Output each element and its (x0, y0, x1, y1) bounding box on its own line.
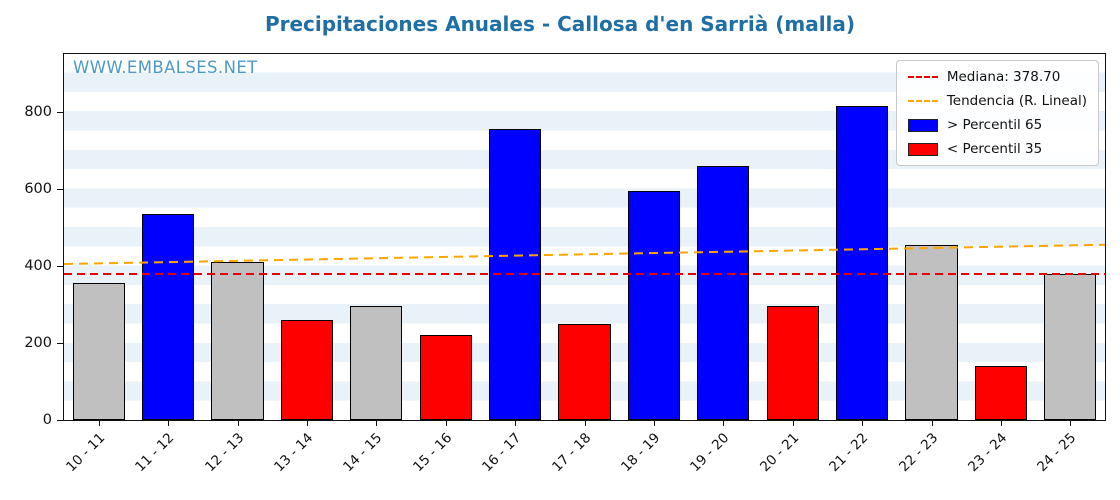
legend-label-above-p65: > Percentil 65 (946, 117, 1043, 133)
legend-item-above-p65: > Percentil 65 (907, 117, 1087, 133)
y-tick-mark (57, 420, 63, 421)
red-patch-swatch (907, 142, 938, 156)
bar-15-16 (419, 335, 472, 420)
y-tick-mark (57, 188, 63, 190)
x-tick-mark (584, 421, 586, 426)
bar-12-13 (211, 262, 264, 420)
x-tick-label: 11 - 12 (132, 430, 178, 476)
legend-label-below-p35: < Percentil 35 (946, 141, 1043, 157)
x-tick-mark (1000, 421, 1002, 426)
x-tick-mark (931, 421, 933, 426)
bar-23-24 (974, 366, 1027, 420)
x-tick-label: 19 - 20 (687, 430, 733, 476)
x-tick-label: 24 - 25 (1034, 430, 1080, 476)
x-tick-mark (306, 421, 308, 426)
bar-19-20 (697, 165, 750, 420)
x-tick-label: 22 - 23 (895, 430, 941, 476)
x-tick-label: 18 - 19 (618, 430, 664, 476)
x-tick-mark (723, 421, 725, 426)
x-tick-mark (376, 421, 378, 426)
bar-20-21 (766, 306, 819, 420)
x-tick-label: 13 - 14 (271, 430, 317, 476)
blue-patch-swatch (907, 118, 938, 132)
legend-item-median: Mediana: 378.70 (907, 69, 1087, 85)
y-tick-mark (57, 342, 63, 344)
bar-11-12 (142, 213, 195, 420)
x-tick-label: 10 - 11 (62, 430, 109, 476)
x-tick-label: 14 - 15 (340, 430, 386, 476)
bar-13-14 (280, 319, 333, 420)
trend-dashed-line-swatch (907, 100, 938, 102)
legend-item-trend: Tendencia (R. Lineal) (907, 93, 1087, 109)
x-tick-mark (515, 421, 517, 426)
y-tick-mark (57, 265, 63, 267)
watermark: WWW.EMBALSES.NET (73, 58, 258, 77)
bar-18-19 (627, 190, 680, 420)
x-tick-label: 21 - 22 (826, 430, 872, 476)
plot-area: WWW.EMBALSES.NET Mediana: 378.70 Tendenc… (63, 53, 1106, 421)
chart-title: Precipitaciones Anuales - Callosa d'en S… (264, 12, 856, 36)
x-tick-label: 23 - 24 (965, 430, 1011, 476)
x-tick-label: 15 - 16 (409, 430, 456, 476)
x-tick-mark (98, 421, 100, 426)
bar-24-25 (1044, 273, 1097, 420)
bar-21-22 (836, 106, 889, 420)
median-line (64, 273, 1105, 276)
x-tick-mark (792, 421, 794, 426)
x-tick-label: 17 - 18 (548, 430, 594, 476)
bar-14-15 (350, 306, 403, 420)
x-tick-label: 20 - 21 (756, 430, 803, 476)
x-tick-label: 12 - 13 (201, 430, 247, 476)
bar-17-18 (558, 324, 611, 420)
legend: Mediana: 378.70 Tendencia (R. Lineal) > … (895, 60, 1099, 166)
median-dashed-line-swatch (907, 76, 938, 78)
x-tick-label: 16 - 17 (479, 430, 525, 476)
legend-item-below-p35: < Percentil 35 (907, 141, 1087, 157)
y-tick-label: 0 (42, 412, 52, 428)
x-tick-mark (168, 421, 170, 426)
x-tick-mark (862, 421, 864, 426)
x-tick-mark (653, 421, 655, 426)
y-tick-label: 600 (24, 180, 52, 197)
legend-label-trend: Tendencia (R. Lineal) (946, 93, 1087, 109)
x-tick-mark (1070, 421, 1072, 426)
x-tick-mark (237, 421, 239, 426)
bars-layer (64, 54, 1105, 420)
legend-label-median: Mediana: 378.70 (946, 69, 1061, 85)
bar-22-23 (905, 244, 958, 420)
x-tick-mark (445, 421, 447, 426)
y-tick-mark (57, 111, 63, 113)
y-tick-label: 800 (24, 103, 52, 120)
bar-10-11 (72, 283, 125, 420)
y-tick-label: 400 (24, 257, 52, 274)
y-tick-label: 200 (24, 334, 52, 351)
